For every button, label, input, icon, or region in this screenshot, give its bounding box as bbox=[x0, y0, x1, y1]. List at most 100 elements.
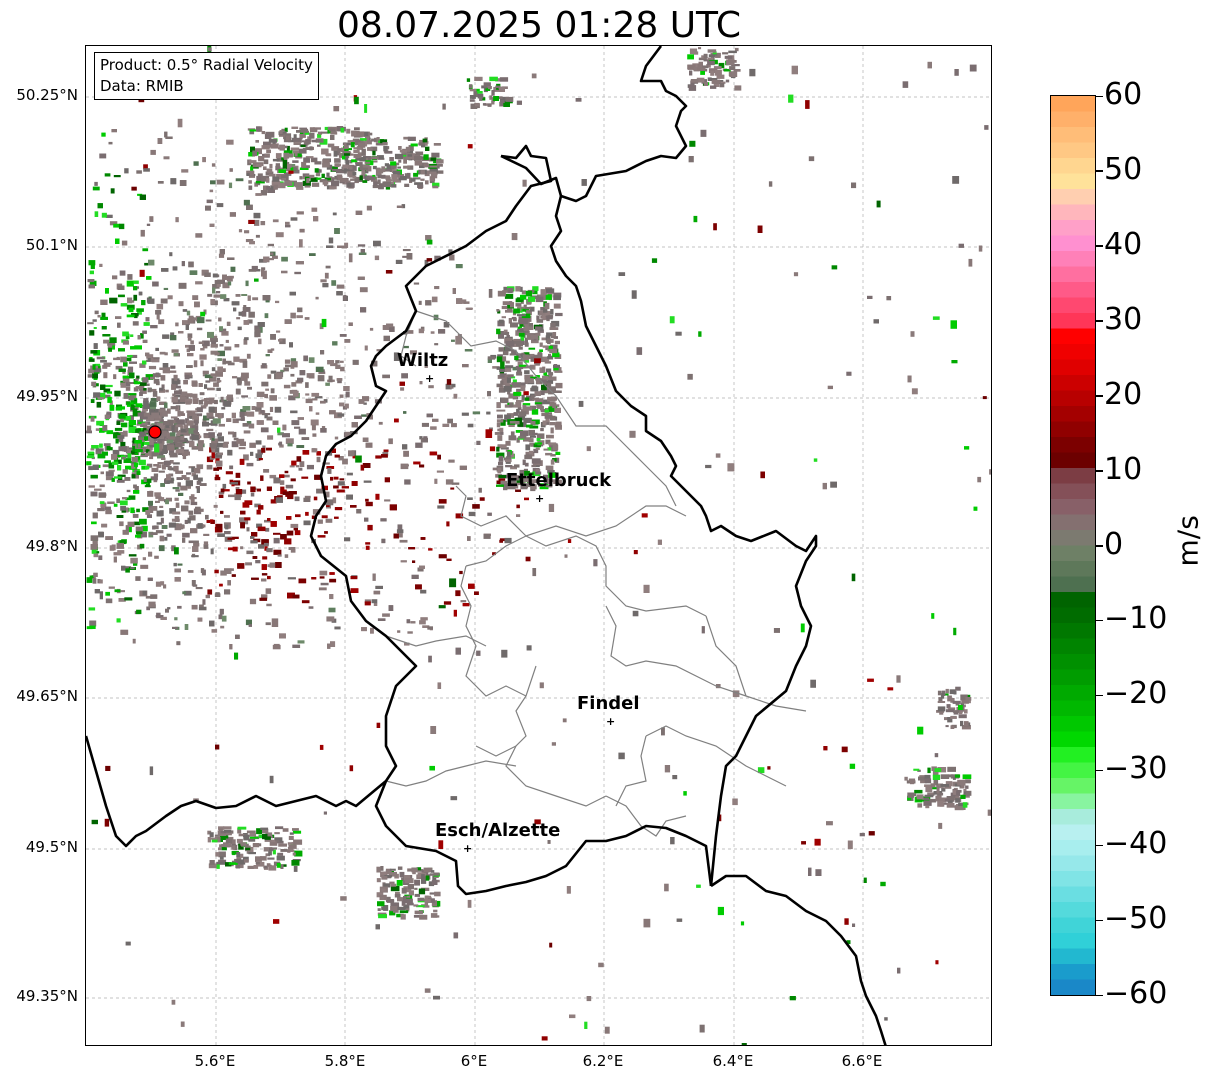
echo-pixel bbox=[669, 316, 675, 324]
echo-pixel bbox=[284, 127, 288, 133]
echo-pixel bbox=[396, 205, 403, 208]
echo-pixel bbox=[249, 129, 258, 132]
echo-pixel bbox=[146, 415, 154, 422]
echo-pixel bbox=[319, 179, 328, 183]
echo-pixel bbox=[160, 375, 166, 381]
echo-pixel bbox=[293, 390, 299, 397]
echo-pixel bbox=[344, 148, 352, 151]
echo-pixel bbox=[280, 369, 285, 373]
echo-pixel bbox=[247, 295, 251, 301]
echo-pixel bbox=[514, 417, 523, 424]
echo-pixel bbox=[713, 223, 717, 231]
echo-pixel bbox=[97, 315, 101, 318]
echo-pixel bbox=[215, 370, 223, 377]
echo-pixel bbox=[108, 586, 115, 589]
echo-pixel bbox=[280, 849, 288, 852]
echo-pixel bbox=[326, 245, 334, 248]
echo-pixel bbox=[107, 501, 115, 504]
echo-pixel bbox=[173, 353, 179, 356]
echo-pixel bbox=[191, 604, 198, 610]
echo-pixel bbox=[236, 852, 241, 857]
echo-pixel bbox=[159, 351, 166, 355]
echo-pixel bbox=[426, 239, 433, 245]
echo-pixel bbox=[275, 562, 282, 568]
echo-pixel bbox=[291, 382, 297, 387]
echo-pixel bbox=[938, 697, 943, 701]
echo-pixel bbox=[852, 923, 856, 927]
echo-pixel bbox=[543, 478, 551, 485]
echo-pixel bbox=[207, 293, 213, 297]
colorbar-segment bbox=[1051, 933, 1095, 950]
echo-pixel bbox=[207, 387, 215, 391]
echo-pixel bbox=[422, 625, 430, 628]
echo-pixel bbox=[955, 795, 959, 800]
echo-pixel bbox=[178, 331, 184, 334]
echo-pixel bbox=[910, 331, 915, 337]
echo-pixel bbox=[710, 85, 717, 89]
radar-map[interactable] bbox=[85, 45, 992, 1046]
echo-pixel bbox=[262, 295, 271, 301]
echo-pixel bbox=[265, 388, 269, 391]
echo-pixel bbox=[413, 172, 419, 177]
echo-pixel bbox=[232, 376, 238, 379]
echo-pixel bbox=[200, 568, 205, 573]
echo-pixel bbox=[133, 407, 139, 410]
echo-pixel bbox=[548, 472, 556, 478]
echo-pixel bbox=[496, 422, 501, 428]
echo-pixel bbox=[234, 652, 239, 660]
echo-pixel bbox=[105, 214, 113, 218]
echo-pixel bbox=[555, 425, 562, 430]
echo-pixel bbox=[532, 286, 539, 291]
echo-pixel bbox=[261, 175, 270, 182]
echo-pixel bbox=[305, 174, 315, 179]
map-title: 08.07.2025 01:28 UTC bbox=[336, 5, 742, 46]
echo-pixel bbox=[350, 588, 359, 593]
echo-pixel bbox=[322, 180, 329, 185]
echo-pixel bbox=[399, 381, 405, 386]
echo-pixel bbox=[362, 437, 369, 442]
echo-pixel bbox=[545, 439, 551, 445]
echo-pixel bbox=[118, 446, 124, 452]
echo-pixel bbox=[264, 153, 270, 157]
echo-pixel bbox=[512, 366, 518, 371]
echo-pixel bbox=[381, 538, 386, 544]
echo-pixel bbox=[301, 476, 309, 479]
lon-label: 6.6°E bbox=[841, 1052, 883, 1070]
echo-pixel bbox=[276, 840, 280, 843]
echo-pixel bbox=[529, 306, 535, 312]
echo-pixel bbox=[239, 441, 246, 447]
echo-pixel bbox=[713, 52, 721, 56]
echo-pixel bbox=[273, 537, 280, 544]
echo-pixel bbox=[376, 143, 383, 146]
echo-pixel bbox=[127, 382, 135, 384]
echo-pixel bbox=[143, 478, 152, 483]
echo-pixel bbox=[135, 576, 141, 581]
echo-pixel bbox=[247, 865, 255, 869]
echo-pixel bbox=[463, 301, 470, 304]
echo-pixel bbox=[361, 627, 367, 632]
echo-pixel bbox=[507, 374, 514, 378]
echo-pixel bbox=[240, 522, 245, 529]
echo-pixel bbox=[283, 150, 293, 156]
echo-pixel bbox=[479, 497, 485, 501]
echo-pixel bbox=[191, 410, 198, 413]
echo-pixel bbox=[409, 350, 417, 355]
echo-pixel bbox=[548, 503, 555, 512]
echo-pixel bbox=[311, 392, 320, 397]
echo-pixel bbox=[335, 360, 340, 364]
echo-pixel bbox=[153, 464, 159, 467]
echo-pixel bbox=[285, 493, 293, 497]
echo-pixel bbox=[525, 290, 533, 297]
echo-pixel bbox=[496, 356, 503, 363]
echo-pixel bbox=[701, 55, 706, 59]
echo-pixel bbox=[389, 157, 394, 162]
echo-pixel bbox=[142, 248, 149, 252]
echo-pixel bbox=[289, 465, 295, 468]
echo-pixel bbox=[93, 392, 101, 398]
echo-pixel bbox=[516, 504, 520, 509]
colorbar-segment bbox=[1051, 964, 1095, 981]
echo-pixel bbox=[295, 261, 304, 265]
echo-pixel bbox=[402, 155, 407, 159]
echo-pixel bbox=[429, 165, 438, 168]
echo-pixel bbox=[376, 866, 381, 873]
